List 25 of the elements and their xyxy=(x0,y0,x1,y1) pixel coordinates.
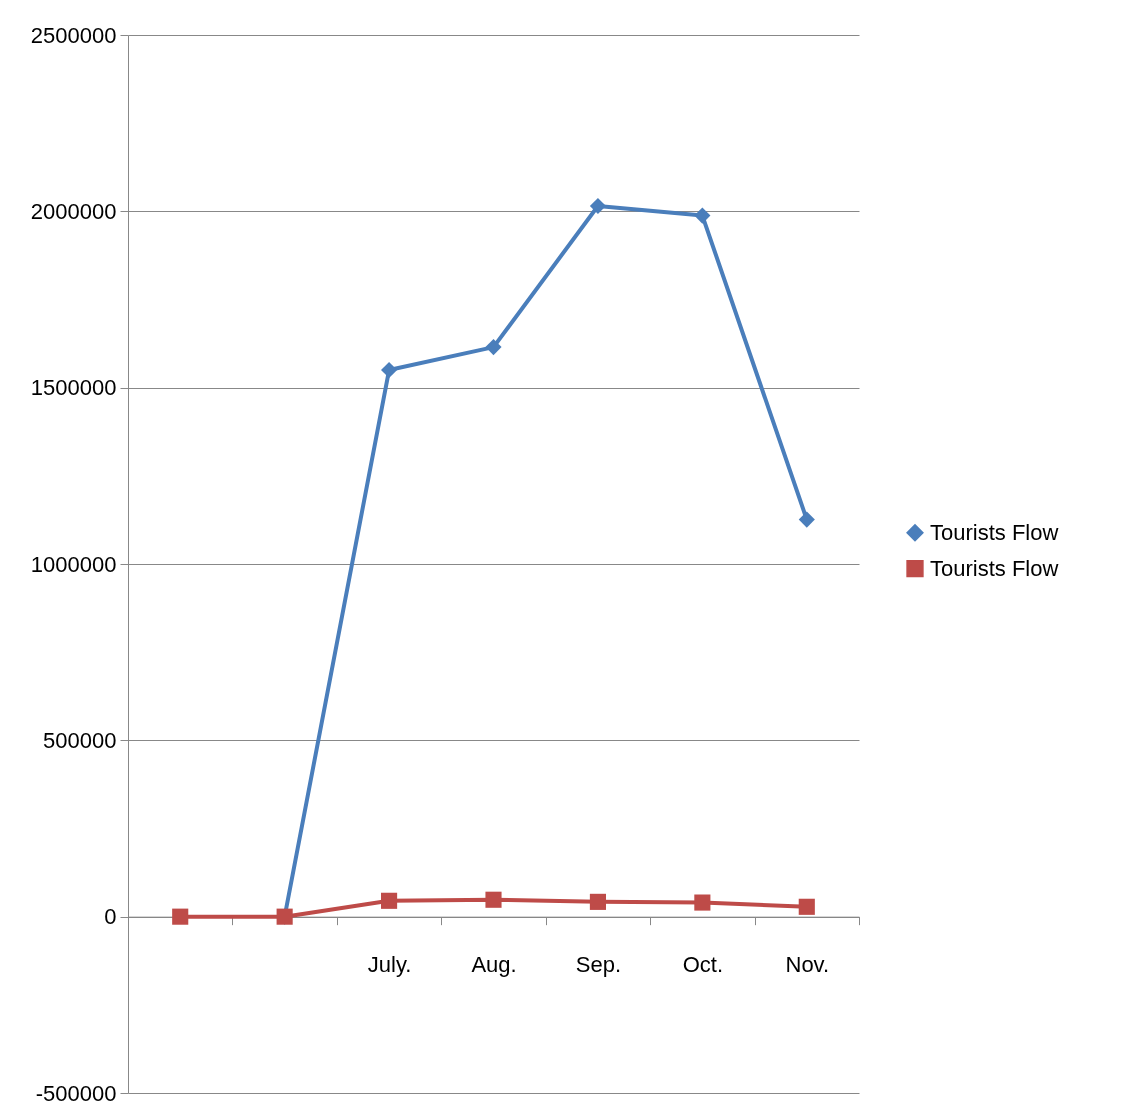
legend-label: Tourists Flow xyxy=(930,555,1059,581)
y-tick-label: -500000 xyxy=(35,1080,117,1106)
y-tick-label: 1000000 xyxy=(30,551,117,577)
x-tick-label: Sep. xyxy=(575,952,622,978)
y-tick-label: 1500000 xyxy=(30,375,117,401)
point xyxy=(694,894,711,911)
point xyxy=(798,511,815,528)
point xyxy=(381,892,398,909)
x-tick-label: July. xyxy=(367,952,412,978)
y-tick-label: 2500000 xyxy=(30,22,117,48)
point xyxy=(798,898,815,915)
point xyxy=(485,891,502,908)
point xyxy=(694,207,711,224)
point xyxy=(485,339,502,356)
point xyxy=(589,197,606,215)
y-tick-label: 2000000 xyxy=(30,198,117,224)
point xyxy=(381,361,398,379)
legend-label: Tourists Flow xyxy=(930,519,1059,545)
y-tick-label: 500000 xyxy=(43,727,117,753)
x-tick-label: Oct. xyxy=(682,952,724,978)
x-tick-label: Nov. xyxy=(785,952,830,978)
point xyxy=(172,908,189,925)
y-tick-label: 0 xyxy=(104,904,117,930)
point xyxy=(589,893,606,910)
x-tick-label: Aug. xyxy=(471,952,517,978)
